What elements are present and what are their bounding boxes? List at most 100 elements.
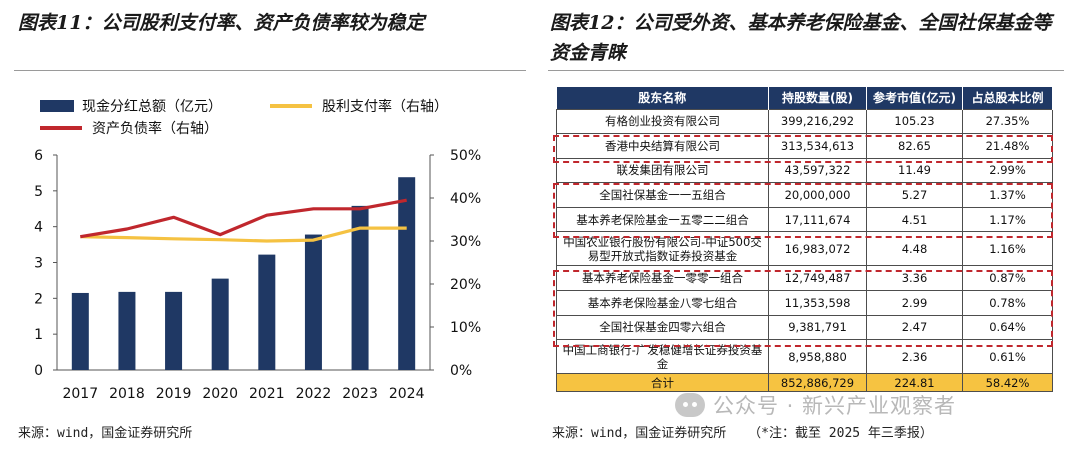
cell-shares: 17,111,674 bbox=[768, 206, 867, 233]
header-shares: 持股数量(股) bbox=[768, 87, 867, 109]
table-row: 基本养老保险基金八零七组合 11,353,598 2.99 0.78% bbox=[556, 290, 1053, 316]
cell-holder-name: 全国社保基金四零六组合 bbox=[556, 314, 769, 341]
cell-shares: 20,000,000 bbox=[768, 182, 867, 208]
dividend-bar bbox=[165, 291, 183, 370]
x-tick-label: 2018 bbox=[109, 386, 145, 402]
dividend-bar bbox=[258, 254, 276, 370]
cell-holder-name: 中国工商银行-广发稳健增长证券投资基金 bbox=[556, 339, 769, 375]
cell-ratio: 0.87% bbox=[962, 265, 1053, 292]
right-title-rule bbox=[548, 70, 1064, 71]
x-tick-label: 2017 bbox=[62, 386, 98, 402]
right-tick-label: 40% bbox=[450, 191, 481, 207]
table-row: 基本养老保险基金一五零二二组合 17,111,674 4.51 1.17% bbox=[556, 206, 1053, 233]
cell-market-value: 11.49 bbox=[866, 157, 963, 184]
table-row: 中国工商银行-广发稳健增长证券投资基金 8,958,880 2.36 0.61% bbox=[556, 339, 1053, 375]
cell-holder-name: 全国社保基金一一五组合 bbox=[556, 182, 769, 208]
cell-holder-name: 中国农业银行股份有限公司-中证500交易型开放式指数证券投资基金 bbox=[556, 231, 769, 267]
left-tick-label: 6 bbox=[34, 148, 43, 164]
legend-payout-label: 股利支付率（右轴） bbox=[322, 99, 448, 115]
left-figure-title: 图表11：公司股利支付率、资产负债率较为稳定 bbox=[18, 12, 425, 34]
cell-ratio: 1.37% bbox=[962, 182, 1053, 208]
left-tick-label: 0 bbox=[34, 363, 43, 379]
x-tick-label: 2021 bbox=[249, 386, 285, 402]
table-row: 全国社保基金一一五组合 20,000,000 5.27 1.37% bbox=[556, 182, 1053, 208]
cell-ratio: 0.61% bbox=[962, 339, 1053, 375]
wechat-icon bbox=[675, 393, 705, 417]
cell-market-value: 3.36 bbox=[866, 265, 963, 292]
cell-shares: 12,749,487 bbox=[768, 265, 867, 292]
total-ratio: 58.42% bbox=[962, 373, 1053, 393]
cell-market-value: 2.36 bbox=[866, 339, 963, 375]
cell-shares: 8,958,880 bbox=[768, 339, 867, 375]
cell-ratio: 27.35% bbox=[962, 108, 1053, 135]
watermark: 公众号 · 新兴产业观察者 bbox=[675, 390, 956, 420]
payout-ratio-line bbox=[80, 226, 407, 243]
table-row: 中国农业银行股份有限公司-中证500交易型开放式指数证券投资基金 16,983,0… bbox=[556, 231, 1053, 267]
table-total-row: 合计 852,886,729 224.81 58.42% bbox=[556, 373, 1053, 393]
x-tick-label: 2019 bbox=[156, 386, 192, 402]
x-tick-label: 2020 bbox=[202, 386, 238, 402]
cell-market-value: 4.48 bbox=[866, 231, 963, 267]
shareholders-table: 股东名称 持股数量(股) 参考市值(亿元) 占总股本比例 有格创业投资有限公司 3… bbox=[556, 87, 1053, 393]
total-market-value: 224.81 bbox=[866, 373, 963, 393]
legend-dividend: 现金分红总额（亿元） bbox=[40, 96, 222, 116]
cell-ratio: 1.17% bbox=[962, 206, 1053, 233]
dividend-bar bbox=[211, 278, 229, 370]
right-tick-label: 10% bbox=[450, 320, 481, 336]
right-source-note: （*注：截至 2025 年三季报） bbox=[748, 426, 933, 441]
cell-ratio: 2.99% bbox=[962, 157, 1053, 184]
dividend-bar bbox=[351, 205, 369, 370]
table-row: 全国社保基金四零六组合 9,381,791 2.47 0.64% bbox=[556, 314, 1053, 341]
header-holder-name: 股东名称 bbox=[556, 87, 769, 109]
table-body: 有格创业投资有限公司 399,216,292 105.23 27.35% 香港中央结算有… bbox=[556, 108, 1053, 393]
cell-holder-name: 基本养老保险基金八零七组合 bbox=[556, 290, 769, 316]
x-tick-label: 2024 bbox=[389, 386, 425, 402]
left-tick-label: 3 bbox=[34, 256, 43, 272]
right-tick-label: 30% bbox=[450, 234, 481, 250]
right-tick-label: 50% bbox=[450, 148, 481, 164]
cell-ratio: 1.16% bbox=[962, 231, 1053, 267]
cell-holder-name: 香港中央结算有限公司 bbox=[556, 133, 769, 159]
table-row: 基本养老保险基金一零零一组合 12,749,487 3.36 0.87% bbox=[556, 265, 1053, 292]
cell-ratio: 0.78% bbox=[962, 290, 1053, 316]
cell-holder-name: 基本养老保险基金一五零二二组合 bbox=[556, 206, 769, 233]
left-tick-label: 5 bbox=[34, 184, 43, 200]
cell-ratio: 21.48% bbox=[962, 133, 1053, 159]
combo-chart: 0 1 2 3 4 5 6 0% 10% 20% 30% 40% 50% 2017 2018 2019 2020… bbox=[34, 148, 481, 402]
x-tick-label: 2022 bbox=[296, 386, 332, 402]
left-title-rule bbox=[14, 70, 526, 71]
legend-debt-label: 资产负债率（右轴） bbox=[92, 121, 218, 137]
cell-market-value: 105.23 bbox=[866, 108, 963, 135]
cell-holder-name: 有格创业投资有限公司 bbox=[556, 108, 769, 135]
dividend-bar bbox=[398, 177, 416, 370]
cell-market-value: 2.99 bbox=[866, 290, 963, 316]
cell-holder-name: 联发集团有限公司 bbox=[556, 157, 769, 184]
cell-holder-name: 基本养老保险基金一零零一组合 bbox=[556, 265, 769, 292]
watermark-text: 公众号 · 新兴产业观察者 bbox=[713, 394, 957, 418]
cell-shares: 399,216,292 bbox=[768, 108, 867, 135]
left-tick-label: 4 bbox=[34, 220, 43, 236]
debt-ratio-line bbox=[80, 198, 407, 239]
legend-debt: 资产负债率（右轴） bbox=[40, 118, 218, 138]
cell-shares: 16,983,072 bbox=[768, 231, 867, 267]
right-figure-title: 图表12：公司受外资、基本养老保险基金、全国社保基金等资金青睐 bbox=[550, 12, 1052, 64]
dividend-bar bbox=[118, 291, 136, 370]
table-row: 有格创业投资有限公司 399,216,292 105.23 27.35% bbox=[556, 108, 1053, 135]
cell-market-value: 2.47 bbox=[866, 314, 963, 341]
header-ratio: 占总股本比例 bbox=[962, 87, 1053, 109]
right-tick-label: 0% bbox=[450, 363, 472, 379]
total-holder-name: 合计 bbox=[556, 373, 769, 393]
cell-market-value: 5.27 bbox=[866, 182, 963, 208]
legend-payout: 股利支付率（右轴） bbox=[270, 96, 448, 116]
right-source: 来源：wind，国金证券研究所 （*注：截至 2025 年三季报） bbox=[552, 422, 933, 441]
legend-dividend-label: 现金分红总额（亿元） bbox=[82, 99, 222, 115]
cell-shares: 11,353,598 bbox=[768, 290, 867, 316]
cell-market-value: 82.65 bbox=[866, 133, 963, 159]
x-tick-label: 2023 bbox=[342, 386, 378, 402]
left-tick-label: 2 bbox=[34, 291, 43, 307]
cell-ratio: 0.64% bbox=[962, 314, 1053, 341]
cell-market-value: 4.51 bbox=[866, 206, 963, 233]
cell-shares: 313,534,613 bbox=[768, 133, 867, 159]
dividend-bar bbox=[71, 292, 89, 370]
legend-payout-swatch bbox=[270, 104, 312, 108]
